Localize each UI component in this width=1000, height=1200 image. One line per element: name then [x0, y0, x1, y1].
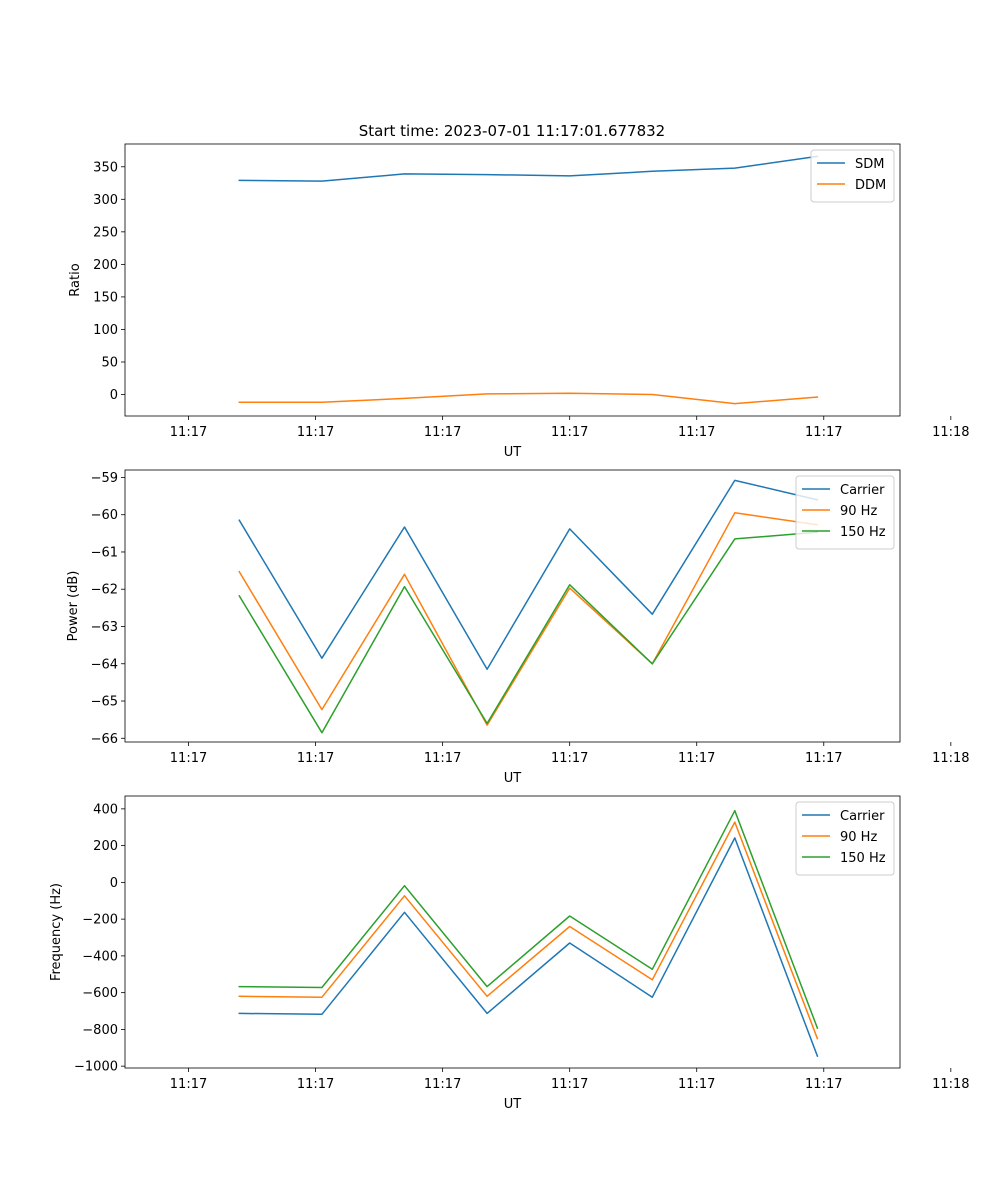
y-tick-label: −1000 [74, 1060, 118, 1075]
legend: Carrier 90 Hz 150 Hz [795, 475, 895, 550]
x-tick-label: 11:17 [805, 1077, 842, 1092]
x-tick-label: 11:17 [805, 751, 842, 766]
x-tick-label: 11:17 [424, 751, 461, 766]
legend-label-150-hz: 150 Hz [840, 851, 886, 866]
x-tick-label: 11:17 [297, 1077, 334, 1092]
y-tick-label: −800 [82, 1023, 118, 1038]
y-tick-label: −200 [82, 913, 118, 928]
series-line-90-hz [238, 821, 819, 1040]
legend-label-150-hz: 150 Hz [840, 525, 886, 540]
plot-frame [124, 469, 901, 743]
legend-label-ddm: DDM [855, 178, 886, 193]
series-line-sdm [238, 155, 819, 182]
x-tick-label: 11:17 [297, 425, 334, 440]
y-tick-label: −600 [82, 986, 118, 1001]
y-tick-label: −66 [91, 732, 118, 747]
series-line-150-hz [238, 531, 819, 734]
y-tick-label: −63 [91, 620, 118, 635]
y-tick-label: 200 [93, 839, 118, 854]
x-tick-label: 11:17 [424, 1077, 461, 1092]
x-tick-label: 11:17 [805, 425, 842, 440]
plot-frame [124, 795, 901, 1069]
y-axis-label: Frequency (Hz) [49, 883, 64, 981]
x-tick-label: 11:17 [424, 425, 461, 440]
x-tick-label: 11:17 [170, 751, 207, 766]
x-tick-label: 11:17 [551, 425, 588, 440]
y-tick-label: 200 [93, 258, 118, 273]
x-tick-label: 11:17 [297, 751, 334, 766]
x-tick-label: 11:17 [678, 751, 715, 766]
legend-label-carrier: Carrier [840, 809, 885, 824]
legend: Carrier 90 Hz 150 Hz [795, 801, 895, 876]
y-tick-label: 150 [93, 290, 118, 305]
y-tick-label: 400 [93, 802, 118, 817]
series-line-150-hz [238, 809, 819, 1030]
legend-label-sdm: SDM [855, 157, 884, 172]
y-tick-label: 0 [110, 876, 118, 891]
y-tick-label: −61 [91, 545, 118, 560]
x-tick-label: 11:18 [932, 751, 969, 766]
figure-title: Start time: 2023-07-01 11:17:01.677832 [359, 122, 665, 140]
y-tick-label: 250 [93, 225, 118, 240]
chart-panel-1: 11:17 11:17 11:17 11:17 11:17 11:17 11:18 0 50 10… [68, 143, 970, 460]
x-tick-label: 11:18 [932, 425, 969, 440]
legend-label-carrier: Carrier [840, 483, 885, 498]
chart-panel-2: 11:17 11:17 11:17 11:17 11:17 11:17 11:18 −66 −6… [66, 469, 970, 786]
series-line-ddm [238, 392, 819, 405]
y-tick-label: 350 [93, 160, 118, 175]
x-tick-label: 11:17 [678, 1077, 715, 1092]
y-tick-label: −59 [91, 471, 118, 486]
y-axis-label: Power (dB) [66, 571, 81, 642]
y-tick-label: 0 [110, 388, 118, 403]
y-tick-label: −400 [82, 949, 118, 964]
y-tick-label: 100 [93, 323, 118, 338]
plot-frame [124, 143, 901, 417]
y-tick-label: −64 [91, 657, 118, 672]
y-tick-label: −60 [91, 508, 118, 523]
x-axis-label: UT [504, 771, 522, 786]
series-line-carrier [238, 837, 819, 1058]
chart-panel-3: 11:17 11:17 11:17 11:17 11:17 11:17 11:18 −1000… [49, 795, 970, 1112]
series-line-carrier [238, 479, 819, 671]
series-line-90-hz [238, 512, 819, 726]
x-tick-label: 11:18 [932, 1077, 969, 1092]
y-tick-label: 300 [93, 193, 118, 208]
x-tick-label: 11:17 [678, 425, 715, 440]
x-tick-label: 11:17 [170, 1077, 207, 1092]
legend: SDM DDM [810, 149, 895, 203]
x-tick-label: 11:17 [170, 425, 207, 440]
x-axis-label: UT [504, 1097, 522, 1112]
y-tick-label: 50 [101, 355, 118, 370]
y-axis-label: Ratio [68, 263, 83, 296]
x-axis-label: UT [504, 445, 522, 460]
y-tick-label: −62 [91, 583, 118, 598]
legend-label-90-hz: 90 Hz [840, 830, 877, 845]
x-tick-label: 11:17 [551, 751, 588, 766]
y-tick-label: −65 [91, 695, 118, 710]
x-tick-label: 11:17 [551, 1077, 588, 1092]
legend-label-90-hz: 90 Hz [840, 504, 877, 519]
